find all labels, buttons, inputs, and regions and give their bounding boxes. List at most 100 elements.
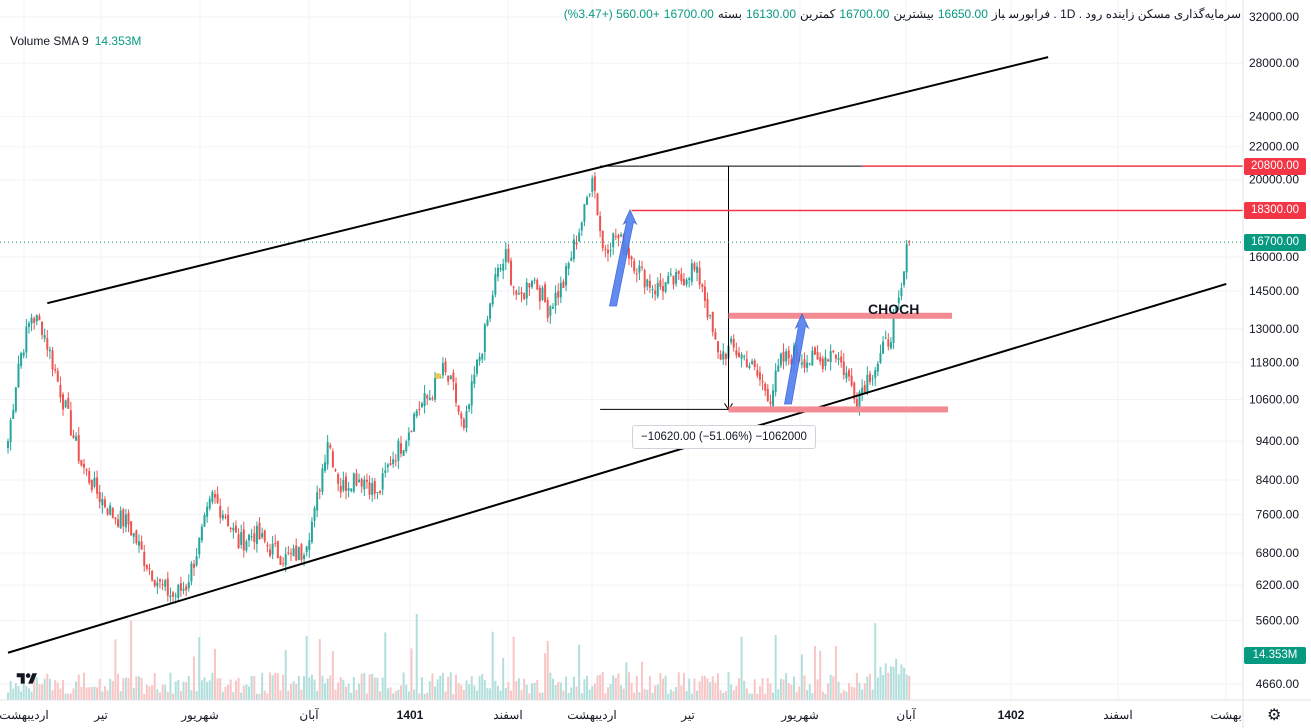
candle-body <box>654 290 657 295</box>
candle-body <box>376 491 379 493</box>
candle-body <box>646 279 649 287</box>
candle-body <box>371 483 374 495</box>
candle-body <box>308 540 311 550</box>
volume-bar <box>795 691 798 700</box>
candle-body <box>334 469 337 471</box>
volume-bar <box>730 684 733 700</box>
candle-body <box>596 193 599 216</box>
volume-bar <box>554 684 557 700</box>
candle-body <box>69 410 72 436</box>
candle-body <box>523 293 526 300</box>
volume-bar <box>117 673 120 700</box>
candle-body <box>219 505 222 518</box>
candle-body <box>452 372 455 382</box>
volume-bar <box>27 688 30 700</box>
y-tick-label: 14500.00 <box>1249 284 1299 298</box>
volume-bar <box>502 657 505 700</box>
candle-body <box>51 350 54 370</box>
volume-bar <box>871 689 874 700</box>
candle-body <box>512 286 515 288</box>
volume-bar <box>531 683 533 700</box>
candle-body <box>119 510 122 529</box>
candle-body <box>510 260 513 285</box>
candle-body <box>753 360 756 368</box>
candle-body <box>109 505 112 515</box>
candle-body <box>620 234 623 237</box>
volume-bar <box>586 675 589 700</box>
candle-body <box>342 479 345 491</box>
candle-body <box>648 280 651 288</box>
volume-bar <box>56 682 59 700</box>
volume-bar <box>646 690 649 700</box>
y-tick-label: 24000.00 <box>1249 110 1299 124</box>
volume-bar <box>166 691 169 700</box>
volume-bar <box>106 690 109 700</box>
candle-body <box>54 369 57 371</box>
candle-body <box>478 357 481 361</box>
volume-bar <box>638 692 641 700</box>
volume-bar <box>130 620 133 700</box>
candle-body <box>667 276 670 284</box>
y-tick-label: 20000.00 <box>1249 173 1299 187</box>
candle-body <box>531 280 533 288</box>
volume-bar <box>410 648 413 700</box>
volume-bar <box>195 691 198 700</box>
volume-bar <box>544 653 547 700</box>
candle-body <box>829 351 832 363</box>
volume-bar <box>329 675 332 700</box>
volume-bar <box>38 684 41 700</box>
y-tick-label: 6800.00 <box>1256 546 1300 560</box>
volume-bar <box>51 690 54 700</box>
volume-bar <box>510 690 513 700</box>
volume-bar <box>682 672 685 700</box>
volume-bar <box>379 691 382 700</box>
candle-body <box>276 540 279 559</box>
volume-bar <box>339 677 342 700</box>
candle-body <box>803 359 806 368</box>
volume-bar <box>208 680 211 700</box>
volume-bar <box>135 676 138 700</box>
volume-bar <box>161 684 164 700</box>
candle-body <box>190 563 193 582</box>
volume-bar <box>855 672 858 700</box>
settings-gear-icon[interactable]: ⚙ <box>1267 707 1282 724</box>
candle-body <box>641 266 644 268</box>
legend-low: 16130.00 <box>745 7 797 21</box>
candle-body <box>499 268 502 270</box>
volume-bar <box>20 691 23 700</box>
volume-bar <box>764 693 767 700</box>
volume-bar <box>486 687 489 700</box>
volume-bar <box>748 693 751 700</box>
time-axis: اردیبهشت تیر شهریور آبان 1401 اسفند اردیبهشت تی… <box>0 707 1242 722</box>
volume-bar <box>46 673 49 700</box>
volume-bar <box>326 678 329 700</box>
volume-bar <box>400 685 402 700</box>
volume-bar <box>211 672 214 700</box>
volume-bar <box>41 684 44 700</box>
volume-bar <box>394 691 397 700</box>
candle-body <box>455 383 458 403</box>
candle-body <box>724 353 727 360</box>
candle-body <box>7 441 9 449</box>
volume-bar <box>164 684 167 700</box>
volume-bar <box>617 673 620 700</box>
volume-bar <box>22 676 25 700</box>
tradingview-logo[interactable] <box>15 671 39 687</box>
volume-bar <box>90 687 93 700</box>
candle-body <box>27 323 30 327</box>
candle-body <box>224 516 227 518</box>
candle-body <box>774 370 777 392</box>
legend-open: 16650.00 <box>937 7 988 21</box>
candle-body <box>418 408 421 410</box>
volume-bar <box>688 678 691 700</box>
candle-body <box>182 588 185 591</box>
volume-bar <box>727 672 730 700</box>
candle-body <box>331 451 334 467</box>
candle-body <box>297 547 300 560</box>
candle-body <box>617 234 620 239</box>
candle-body <box>470 381 473 406</box>
x-tick-label: بهشت <box>1210 708 1241 722</box>
volume-bar <box>672 691 675 700</box>
volume-bar <box>245 684 248 700</box>
